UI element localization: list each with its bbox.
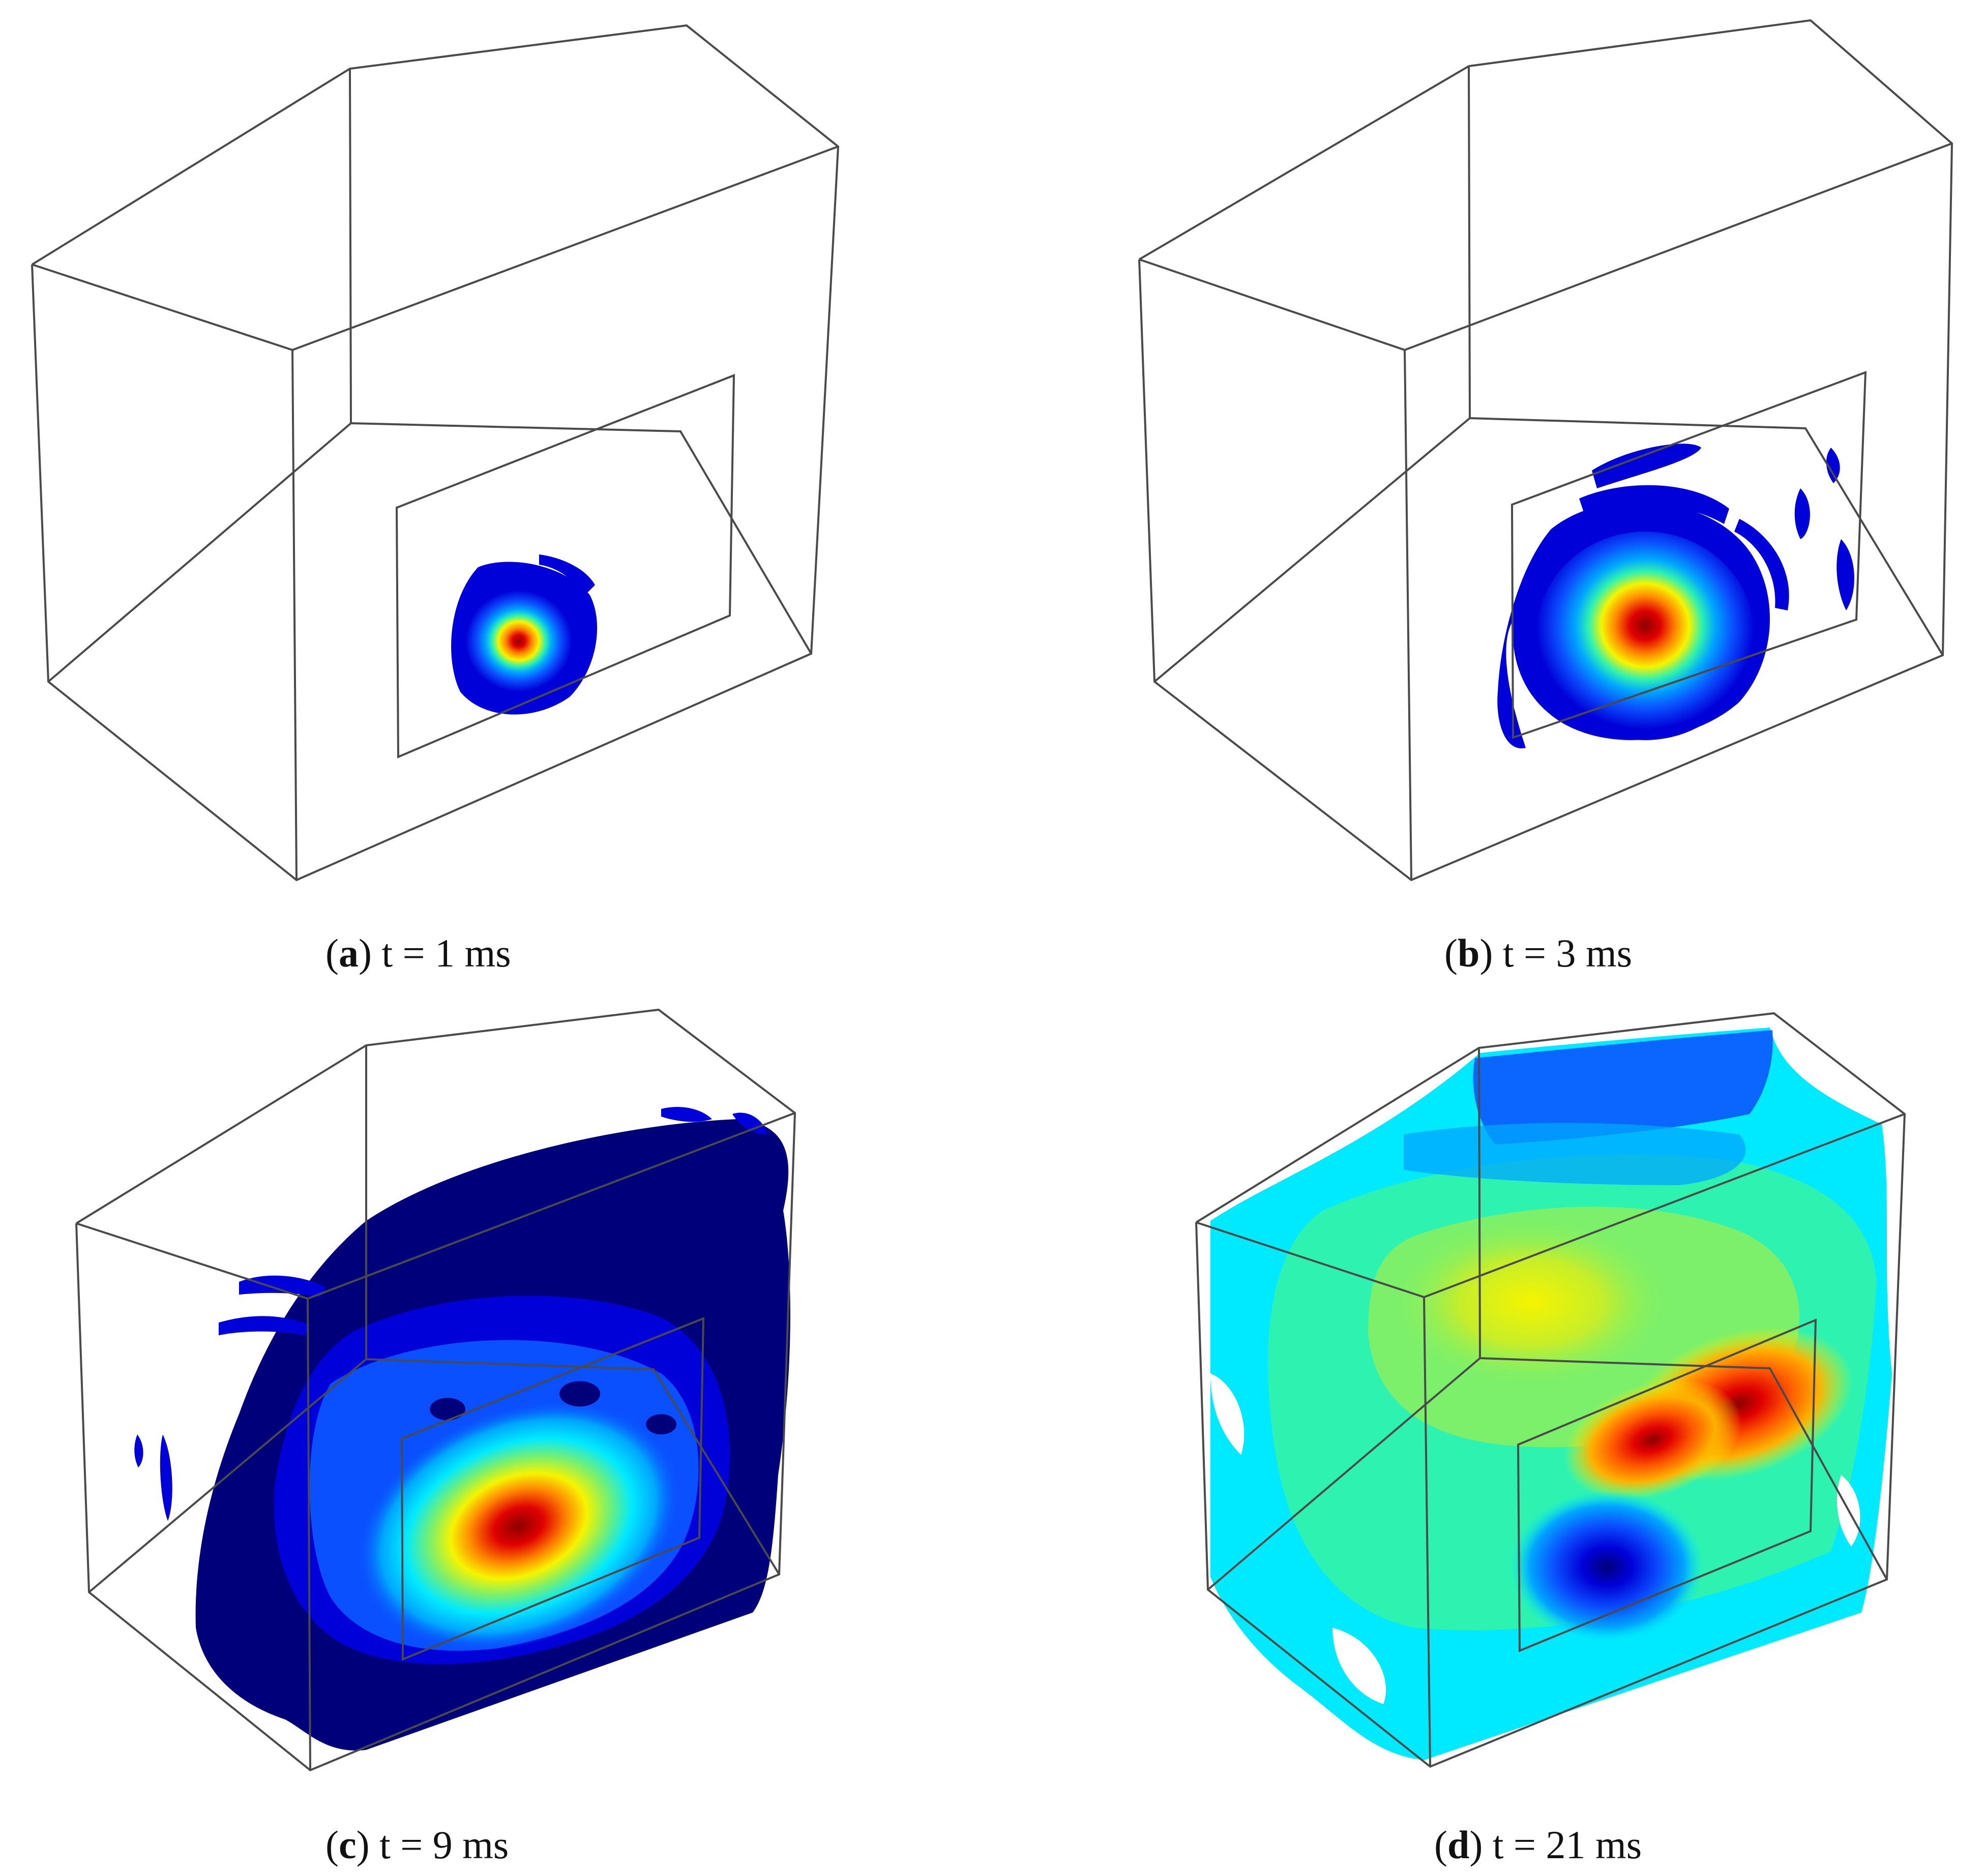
panel-d-box (1195, 1012, 1906, 1768)
caption-a: (a) t = 1 ms (325, 931, 511, 975)
caption-b-letter: b (1457, 931, 1480, 975)
panel-b-box (1138, 19, 1953, 882)
panel-a-box (31, 24, 840, 882)
caption-a-label: t = 1 ms (381, 931, 511, 975)
caption-c-label: t = 9 ms (379, 1823, 509, 1867)
panel-c-box (75, 1008, 796, 1772)
caption-d-label: t = 21 ms (1492, 1823, 1642, 1867)
panel-b (1138, 19, 1953, 882)
caption-b: (b) t = 3 ms (1444, 931, 1633, 975)
panel-c (75, 1008, 796, 1772)
panel-d-field (1210, 1028, 1892, 1760)
panel-d (1195, 1012, 1906, 1768)
panel-b-field (1497, 444, 1855, 749)
panel-a (31, 24, 840, 882)
panel-a-field (451, 554, 598, 715)
caption-d: (d) t = 21 ms (1434, 1823, 1642, 1867)
caption-b-label: t = 3 ms (1502, 931, 1633, 975)
caption-d-letter: d (1447, 1823, 1470, 1867)
panel-c-field (134, 1107, 790, 1751)
caption-c: (c) t = 9 ms (325, 1823, 509, 1867)
caption-c-letter: c (338, 1823, 357, 1867)
caption-a-letter: a (338, 931, 359, 975)
